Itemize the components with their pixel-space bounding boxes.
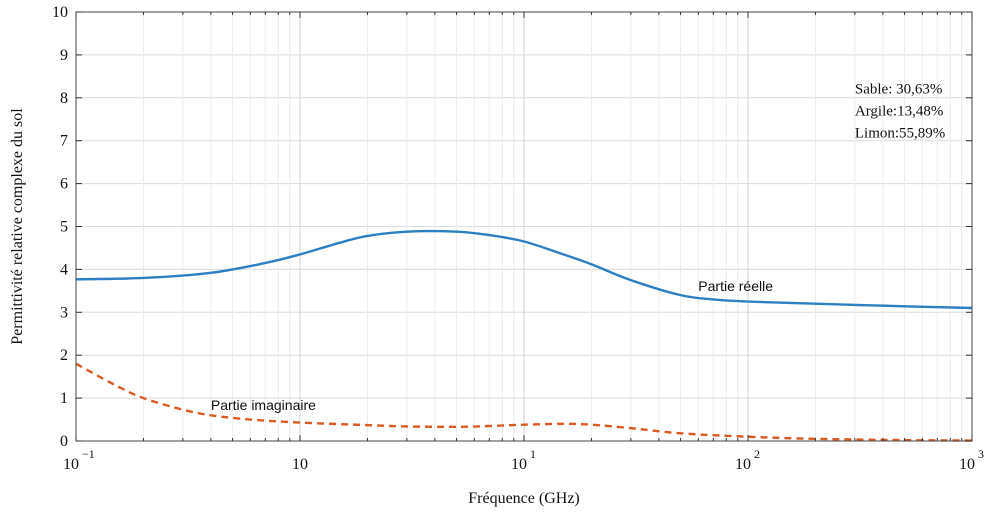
x-tick-label: 102 [735,447,760,473]
x-tick-label-base: 10 [63,456,79,473]
series-label-partie-reelle: Partie réelle [698,278,773,294]
y-tick-label: 7 [60,133,68,150]
y-tick-label: 6 [60,176,68,193]
x-tick-label-exponent: 2 [754,447,760,461]
y-tick-label: 5 [60,219,68,236]
y-tick-label: 2 [60,347,68,364]
annotation-argile: Argile:13,48% [855,104,943,120]
series-line-partie-reelle [75,229,973,310]
x-tick-label: 10 [292,456,308,473]
y-axis-title: Permittivité relative complexe du sol [9,108,26,345]
y-tick-label: 0 [60,433,68,450]
x-tick-label-exponent: 1 [530,447,536,461]
y-tick-label: 9 [60,47,68,64]
soil-composition-annotation: Sable: 30,63% Argile:13,48% Limon:55,89% [855,82,945,142]
x-tick-label-base: 10 [959,456,975,473]
series-line-partie-imaginaire [75,362,973,442]
x-tick-label-base: 10 [511,456,527,473]
annotation-limon: Limon:55,89% [855,126,945,142]
series-label-partie-imaginaire: Partie imaginaire [211,397,316,413]
series-layer [75,229,973,442]
x-tick-label-exponent: 3 [978,447,984,461]
y-tick-label: 10 [52,4,68,21]
y-tick-label: 4 [60,261,68,278]
y-tick-label: 8 [60,90,68,107]
y-tick-label: 1 [60,390,68,407]
y-tick-label: 3 [60,304,68,321]
x-axis-title: Fréquence (GHz) [468,490,580,507]
x-tick-label-base: 10 [735,456,751,473]
x-tick-label: 101 [511,447,536,473]
ticks-layer [75,11,973,442]
x-tick-label: 10−1 [63,447,95,473]
x-tick-label: 103 [959,447,984,473]
x-tick-label-exponent: −1 [82,447,95,461]
grid [75,11,973,442]
annotation-sable: Sable: 30,63% [855,82,943,98]
